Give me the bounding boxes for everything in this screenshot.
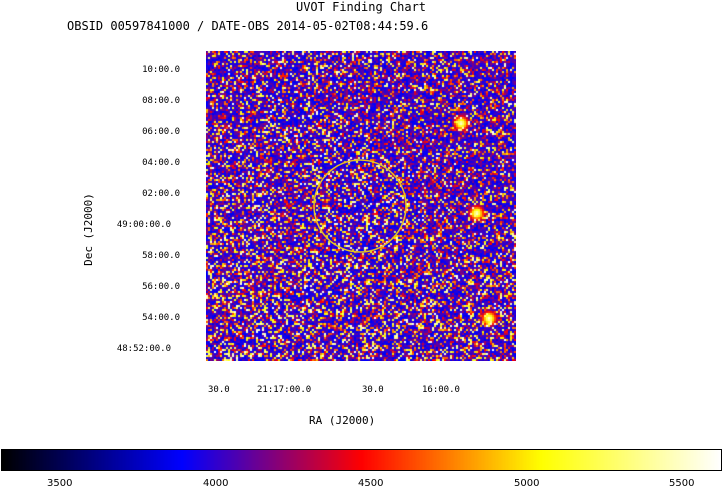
sky-heatmap (206, 51, 516, 361)
overlay-layer (313, 159, 407, 253)
y-tick-label: 06:00.0 (142, 127, 180, 137)
sky-image (206, 51, 516, 361)
colorbar-tick-label: 3500 (47, 478, 73, 489)
y-tick-label: 10:00.0 (142, 65, 180, 75)
x-tick-label: 16:00.0 (422, 385, 460, 395)
colorbar-tick-label: 5000 (514, 478, 540, 489)
y-axis-label: Dec (J2000) (81, 193, 95, 266)
colorbar (1, 449, 722, 471)
y-tick-label: 48:52:00.0 (116, 344, 171, 354)
colorbar-tick-label: 4500 (358, 478, 384, 489)
y-tick-label: 56:00.0 (142, 282, 180, 292)
y-tick-label: 04:00.0 (142, 158, 180, 168)
chart-title: UVOT Finding Chart (295, 0, 427, 14)
colorbar-tick-label: 5500 (669, 478, 695, 489)
x-tick-label: 30.0 (362, 385, 384, 395)
y-tick-label: 54:00.0 (142, 313, 180, 323)
x-axis-label: RA (J2000) (309, 414, 376, 427)
y-tick-label: 58:00.0 (142, 251, 180, 261)
x-tick-label: 21:17:00.0 (257, 385, 312, 395)
source-region-circle (313, 159, 407, 253)
colorbar-tick-label: 4000 (203, 478, 229, 489)
x-tick-label: 30.0 (208, 385, 230, 395)
y-tick-label: 02:00.0 (142, 189, 180, 199)
chart-subtitle: OBSID 00597841000 / DATE-OBS 2014-05-02T… (67, 19, 429, 33)
y-tick-label: 49:00:00.0 (116, 220, 171, 230)
y-tick-label: 08:00.0 (142, 96, 180, 106)
